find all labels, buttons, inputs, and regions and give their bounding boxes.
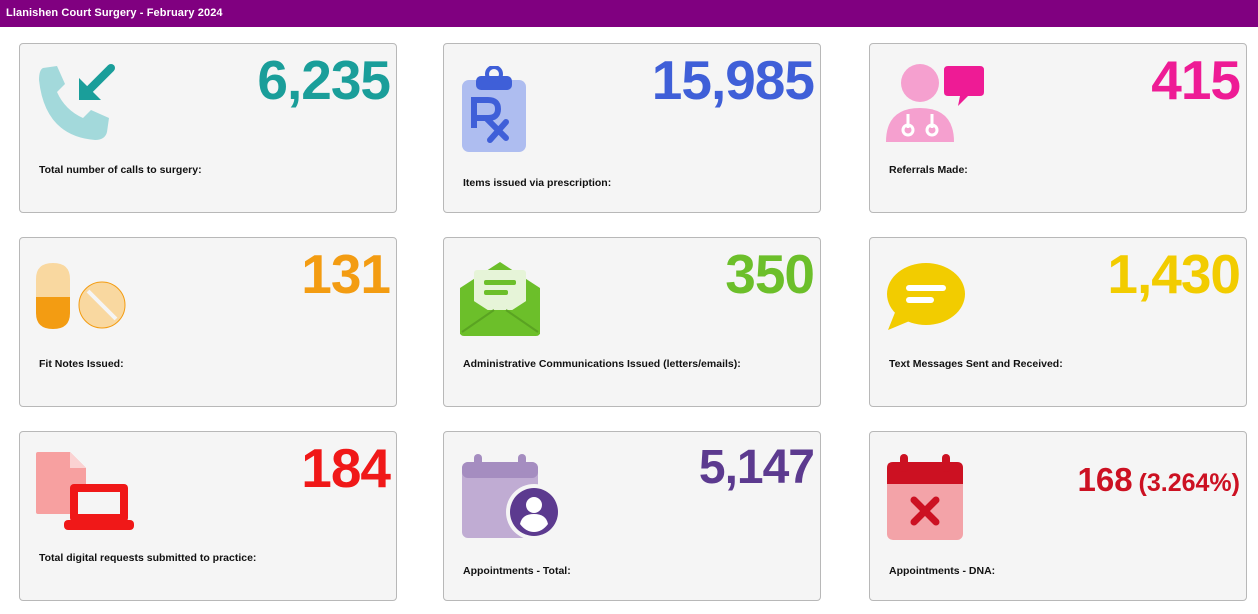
card-label: Total number of calls to surgery: xyxy=(39,164,202,176)
card-value: 184 xyxy=(301,437,391,499)
card-admin-comms: 350 Administrative Communications Issued… xyxy=(443,237,821,407)
calendar-user-icon xyxy=(460,454,560,540)
dna-percentage: (3.264%) xyxy=(1138,469,1240,497)
prescription-clipboard-icon xyxy=(460,66,528,154)
card-value: 131 xyxy=(301,243,391,305)
card-value: 168 (3.264%) xyxy=(1077,448,1240,515)
card-label: Administrative Communications Issued (le… xyxy=(463,358,741,370)
card-referrals: 415 Referrals Made: xyxy=(869,43,1247,213)
card-label: Appointments - DNA: xyxy=(889,565,996,577)
calendar-cancel-icon xyxy=(886,454,964,542)
card-value: 415 xyxy=(1151,49,1241,111)
speech-bubble-icon xyxy=(886,262,968,332)
card-label: Referrals Made: xyxy=(889,164,968,176)
card-calls: 6,235 Total number of calls to surgery: xyxy=(19,43,397,213)
page-title: Llanishen Court Surgery - February 2024 xyxy=(6,7,223,19)
card-digital-requests: 184 Total digital requests submitted to … xyxy=(19,431,397,601)
card-appointments-dna: 168 (3.264%) Appointments - DNA: xyxy=(869,431,1247,601)
header-bar: Llanishen Court Surgery - February 2024 xyxy=(0,0,1258,27)
incoming-call-icon xyxy=(35,62,117,144)
card-fit-notes: 131 Fit Notes Issued: xyxy=(19,237,397,407)
pills-icon xyxy=(36,263,126,331)
open-envelope-icon xyxy=(460,258,540,336)
card-label: Appointments - Total: xyxy=(463,565,571,577)
card-value: 1,430 xyxy=(1107,243,1241,305)
card-label: Total digital requests submitted to prac… xyxy=(39,552,257,564)
card-label: Text Messages Sent and Received: xyxy=(889,358,1063,370)
card-value: 350 xyxy=(725,243,815,305)
card-value: 6,235 xyxy=(257,49,391,111)
card-prescriptions: 15,985 Items issued via prescription: xyxy=(443,43,821,213)
doctor-speech-icon xyxy=(886,62,986,144)
card-value: 5,147 xyxy=(698,441,815,494)
card-label: Items issued via prescription: xyxy=(463,177,612,189)
card-appointments-total: 5,147 Appointments - Total: xyxy=(443,431,821,601)
card-value: 15,985 xyxy=(651,49,815,111)
dna-count: 168 xyxy=(1077,461,1133,498)
card-text-messages: 1,430 Text Messages Sent and Received: xyxy=(869,237,1247,407)
card-label: Fit Notes Issued: xyxy=(39,358,124,370)
document-laptop-icon xyxy=(36,452,136,532)
